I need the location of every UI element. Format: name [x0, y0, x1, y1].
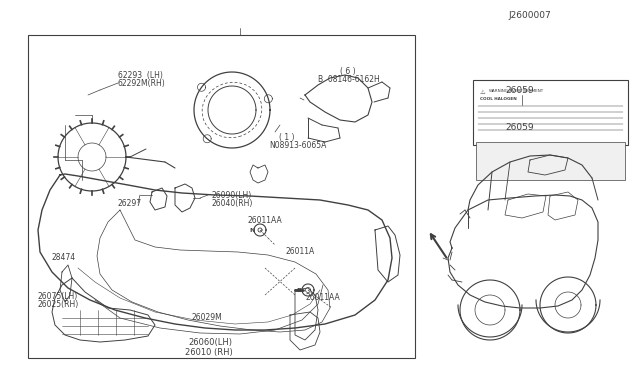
Text: J2600007: J2600007: [508, 10, 551, 19]
Text: 26011AA: 26011AA: [247, 215, 282, 224]
Text: B  08146-6162H: B 08146-6162H: [318, 74, 380, 83]
Text: WARNING/AVERTISSEMENT: WARNING/AVERTISSEMENT: [489, 89, 544, 93]
Text: N: N: [250, 228, 255, 232]
Text: B: B: [296, 288, 301, 292]
Bar: [28, 35, 415, 358]
Bar: [473, 80, 628, 145]
Text: N08913-6065A: N08913-6065A: [269, 141, 326, 150]
Text: 26090(LH): 26090(LH): [211, 190, 252, 199]
Text: 26297: 26297: [118, 199, 142, 208]
Text: 62292M(RH): 62292M(RH): [118, 78, 166, 87]
Text: 26029M: 26029M: [192, 314, 223, 323]
Text: COOL HALOGEN: COOL HALOGEN: [480, 97, 516, 101]
Text: 26075(LH): 26075(LH): [38, 292, 78, 301]
Text: 26025(RH): 26025(RH): [38, 299, 79, 308]
Text: 26010 (RH): 26010 (RH): [185, 347, 233, 356]
Text: ⚠: ⚠: [480, 90, 486, 94]
Text: 26059: 26059: [505, 122, 534, 131]
Text: 26011A: 26011A: [285, 247, 314, 257]
Text: ( 1 ): ( 1 ): [279, 132, 294, 141]
Text: 26060(LH): 26060(LH): [188, 339, 232, 347]
Text: 28474: 28474: [52, 253, 76, 263]
Text: ( 6 ): ( 6 ): [340, 67, 356, 76]
Text: 62293  (LH): 62293 (LH): [118, 71, 163, 80]
Text: 26040(RH): 26040(RH): [211, 199, 252, 208]
Text: 26059: 26059: [505, 86, 534, 94]
Text: 26011AA: 26011AA: [306, 294, 340, 302]
Bar: [476, 142, 625, 180]
